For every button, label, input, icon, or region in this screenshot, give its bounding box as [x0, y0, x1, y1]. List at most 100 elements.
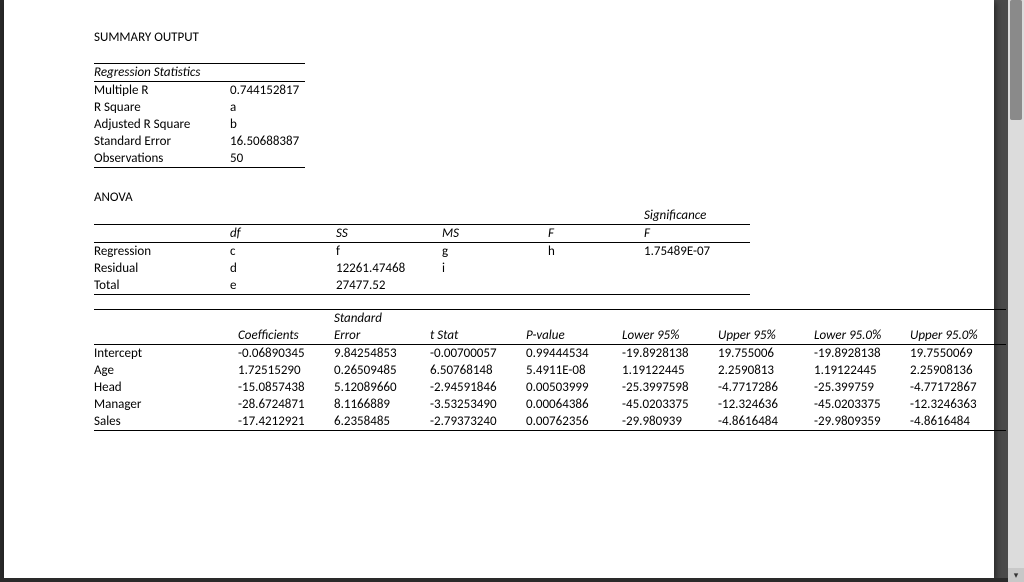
coef-col: Upper 95%	[718, 327, 814, 345]
anova-col: F	[548, 225, 644, 243]
coef-col: P-value	[526, 327, 622, 345]
coef-cell: 5.12089660	[334, 379, 430, 396]
anova-row-label: Total	[94, 277, 230, 295]
coef-cell: 0.00064386	[526, 396, 622, 413]
coef-cell: -2.94591846	[430, 379, 526, 396]
coef-row-label: Head	[94, 379, 238, 396]
coef-col: Lower 95%	[622, 327, 718, 345]
coef-cell: 2.2590813	[718, 362, 814, 379]
anova-cell	[548, 277, 644, 295]
coef-cell: -19.8928138	[814, 345, 910, 363]
coef-cell: -0.06890345	[238, 345, 334, 363]
coef-col: Coefficients	[238, 327, 334, 345]
anova-col: F	[644, 225, 750, 243]
coef-col: Standard	[334, 310, 430, 328]
stat-label: Multiple R	[94, 82, 230, 100]
coef-cell: -45.0203375	[814, 396, 910, 413]
anova-cell	[442, 277, 548, 295]
coef-cell: -25.399759	[814, 379, 910, 396]
document-viewport: SUMMARY OUTPUT Regression Statistics Mul…	[0, 0, 1024, 582]
coef-cell: -2.79373240	[430, 413, 526, 431]
coef-cell: 6.2358485	[334, 413, 430, 431]
coef-cell: -19.8928138	[622, 345, 718, 363]
stat-value: 50	[230, 150, 305, 168]
coef-cell: -12.324636	[718, 396, 814, 413]
coef-cell: 0.00503999	[526, 379, 622, 396]
anova-cell: h	[548, 243, 644, 261]
coef-cell: 0.99444534	[526, 345, 622, 363]
stat-value: 0.744152817	[230, 82, 305, 100]
anova-cell: 12261.47468	[336, 260, 442, 277]
anova-cell: 1.75489E-07	[644, 243, 750, 261]
anova-cell: g	[442, 243, 548, 261]
coef-cell: 6.50768148	[430, 362, 526, 379]
coef-cell: 2.25908136	[910, 362, 1006, 379]
coef-cell: 8.1166889	[334, 396, 430, 413]
coef-cell: 5.4911E-08	[526, 362, 622, 379]
page-edge-bottom	[0, 578, 1008, 582]
coef-cell: -25.3997598	[622, 379, 718, 396]
anova-cell: e	[230, 277, 336, 295]
anova-table: Significance df SS MS F F Regression c f…	[94, 207, 750, 295]
coef-cell: 1.72515290	[238, 362, 334, 379]
anova-row-label: Residual	[94, 260, 230, 277]
coef-cell: -12.3246363	[910, 396, 1006, 413]
coef-cell: -45.0203375	[622, 396, 718, 413]
regression-statistics-heading: Regression Statistics	[94, 64, 305, 82]
coef-cell: 19.755006	[718, 345, 814, 363]
coef-cell: -17.4212921	[238, 413, 334, 431]
regression-statistics-table: Regression Statistics Multiple R0.744152…	[94, 63, 305, 168]
coef-cell: 0.26509485	[334, 362, 430, 379]
anova-col: df	[230, 225, 336, 243]
coef-cell: -4.77172867	[910, 379, 1006, 396]
coef-col: Lower 95.0%	[814, 327, 910, 345]
coef-row-label: Intercept	[94, 345, 238, 363]
anova-col: MS	[442, 225, 548, 243]
anova-cell	[644, 260, 750, 277]
stat-value: 16.50688387	[230, 133, 305, 150]
coefficients-table: Standard Coefficients Error t Stat P-val…	[94, 309, 1006, 431]
stat-label: Adjusted R Square	[94, 116, 230, 133]
anova-cell: f	[336, 243, 442, 261]
coef-cell: -3.53253490	[430, 396, 526, 413]
coef-cell: -29.9809359	[814, 413, 910, 431]
summary-output-title: SUMMARY OUTPUT	[94, 30, 954, 45]
anova-cell	[644, 277, 750, 295]
coef-cell: -0.00700057	[430, 345, 526, 363]
coef-cell: 19.7550069	[910, 345, 1006, 363]
coef-cell: 9.84254853	[334, 345, 430, 363]
anova-col: SS	[336, 225, 442, 243]
coef-row-label: Sales	[94, 413, 238, 431]
coef-cell: 0.00762356	[526, 413, 622, 431]
anova-heading: ANOVA	[94, 190, 154, 205]
anova-col: Significance	[644, 207, 750, 225]
coef-row-label: Age	[94, 362, 238, 379]
anova-cell: d	[230, 260, 336, 277]
anova-cell: i	[442, 260, 548, 277]
anova-row-label: Regression	[94, 243, 230, 261]
vertical-scrollbar[interactable]: ▴ ▾	[1008, 0, 1024, 582]
coef-col: Error	[334, 327, 430, 345]
anova-cell	[548, 260, 644, 277]
coef-cell: -4.8616484	[910, 413, 1006, 431]
scroll-down-arrow-icon[interactable]: ▾	[1008, 568, 1024, 582]
coef-cell: -4.8616484	[718, 413, 814, 431]
coef-row-label: Manager	[94, 396, 238, 413]
coef-col: Upper 95.0%	[910, 327, 1006, 345]
stat-label: Observations	[94, 150, 230, 168]
coef-cell: -15.0857438	[238, 379, 334, 396]
stat-value: a	[230, 99, 305, 116]
scrollbar-thumb[interactable]	[1010, 0, 1022, 120]
coef-cell: -4.7717286	[718, 379, 814, 396]
coef-cell: 1.19122445	[622, 362, 718, 379]
coef-cell: -28.6724871	[238, 396, 334, 413]
anova-cell: 27477.52	[336, 277, 442, 295]
stat-label: R Square	[94, 99, 230, 116]
coef-col: t Stat	[430, 327, 526, 345]
stat-label: Standard Error	[94, 133, 230, 150]
stat-value: b	[230, 116, 305, 133]
coef-cell: -29.980939	[622, 413, 718, 431]
coef-cell: 1.19122445	[814, 362, 910, 379]
anova-cell: c	[230, 243, 336, 261]
document-page: SUMMARY OUTPUT Regression Statistics Mul…	[4, 0, 994, 578]
